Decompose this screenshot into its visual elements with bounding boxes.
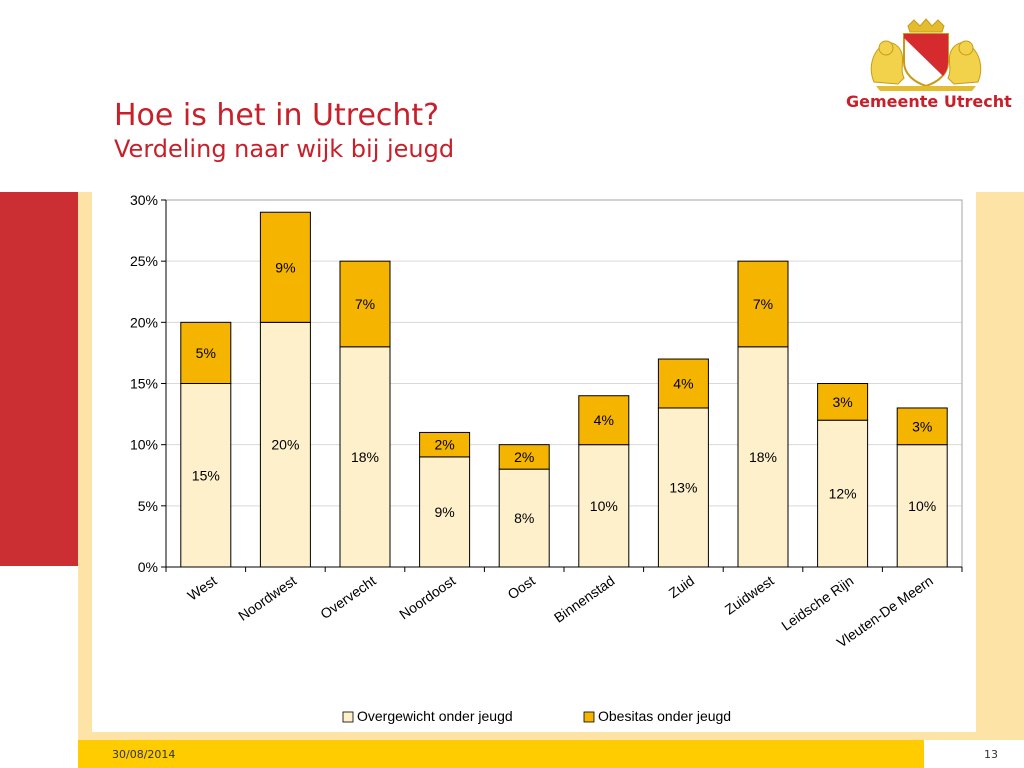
bar-overgewicht <box>339 346 391 568</box>
bar-overgewicht <box>737 346 789 568</box>
data-label-obesitas: 2% <box>434 437 454 453</box>
bar-obesitas <box>180 321 232 384</box>
y-tick-label: 10% <box>130 437 158 453</box>
y-tick-label: 20% <box>130 314 158 330</box>
x-axis-label: Zuid <box>666 572 697 601</box>
x-axis-label: Oost <box>505 572 538 602</box>
left-cream-band <box>78 192 92 740</box>
y-tick-label: 30% <box>130 192 158 208</box>
y-tick-label: 25% <box>130 253 158 269</box>
bar-obesitas <box>259 211 311 323</box>
bar-obesitas <box>817 383 869 421</box>
y-tick-label: 15% <box>130 376 158 392</box>
bar-overgewicht <box>180 383 232 568</box>
bar-obesitas <box>657 358 709 409</box>
data-label-obesitas: 4% <box>673 376 693 392</box>
bottom-cream-band <box>78 732 976 740</box>
bars: 15% 5% 20% 9% 18% 7% 9% 2% 8% 2% 10% 4% 13% 4% 18% 7% 12… <box>180 211 948 568</box>
y-tick-label: 5% <box>138 498 158 514</box>
data-label-obesitas: 9% <box>275 259 295 275</box>
data-label-obesitas: 7% <box>355 296 375 312</box>
gemeente-utrecht-logo: Gemeente Utrecht <box>846 18 1012 118</box>
footer-bar <box>78 740 924 768</box>
footer-date: 30/08/2014 <box>112 748 176 761</box>
data-label-obesitas: 2% <box>514 449 534 465</box>
data-label-overgewicht: 18% <box>749 449 777 465</box>
slide-title: Hoe is het in Utrecht? <box>114 98 440 133</box>
x-axis-label: Zuidwest <box>722 572 777 617</box>
data-label-overgewicht: 9% <box>434 504 454 520</box>
legend-label-overgewicht: Overgewicht onder jeugd <box>357 708 513 724</box>
data-label-overgewicht: 10% <box>590 498 618 514</box>
data-label-obesitas: 4% <box>594 412 614 428</box>
bar-overgewicht <box>896 444 948 568</box>
page-number: 13 <box>984 748 998 761</box>
x-axis-label: Leidsche Rijn <box>778 572 856 633</box>
x-axis-labels: West Noordwest Overvecht Noordoost Oost Binne… <box>165 567 963 651</box>
y-axis-ticks: 0% 5% 10% 15% 20% 25% 30% <box>130 192 166 575</box>
bar-obesitas <box>578 395 630 446</box>
bar-obesitas <box>896 407 948 446</box>
left-red-band <box>0 192 78 566</box>
legend: Overgewicht onder jeugd Obesitas onder j… <box>342 708 731 724</box>
coat-of-arms-icon <box>870 18 982 91</box>
data-label-overgewicht: 18% <box>351 449 379 465</box>
bar-obesitas <box>339 260 391 348</box>
data-label-obesitas: 7% <box>753 296 773 312</box>
right-cream-band <box>976 192 1024 740</box>
y-tick-label: 0% <box>138 559 158 575</box>
data-label-overgewicht: 20% <box>271 437 299 453</box>
bar-overgewicht <box>498 468 550 568</box>
x-axis-label: Noordoost <box>396 572 458 622</box>
x-axis-label: Binnenstad <box>551 572 618 625</box>
data-label-obesitas: 5% <box>196 345 216 361</box>
logo-text: Gemeente Utrecht <box>846 92 1012 111</box>
bar-obesitas <box>498 444 550 470</box>
data-label-overgewicht: 12% <box>829 486 857 502</box>
bar-overgewicht <box>578 444 630 568</box>
bar-obesitas <box>419 431 471 458</box>
chart-panel: 0% 5% 10% 15% 20% 25% 30% 15% 5% 20% 9% 18% 7% 9% 2% 8… <box>92 192 976 732</box>
data-label-obesitas: 3% <box>912 418 932 434</box>
legend-swatch-overgewicht <box>342 711 354 723</box>
data-label-overgewicht: 15% <box>192 467 220 483</box>
title-block: Hoe is het in Utrecht? Verdeling naar wi… <box>114 98 454 164</box>
bar-obesitas <box>737 260 789 348</box>
bar-overgewicht <box>259 321 311 568</box>
bar-overgewicht <box>419 456 471 568</box>
stacked-bar-chart: 0% 5% 10% 15% 20% 25% 30% 15% 5% 20% 9% 18% 7% 9% 2% 8… <box>130 192 963 724</box>
x-axis-label: Overvecht <box>317 572 379 622</box>
data-label-obesitas: 3% <box>832 394 852 410</box>
data-label-overgewicht: 8% <box>514 510 534 526</box>
legend-label-obesitas: Obesitas onder jeugd <box>598 708 731 724</box>
x-axis-label: Noordwest <box>235 572 299 624</box>
x-axis-label: West <box>184 572 219 603</box>
slide-subtitle: Verdeling naar wijk bij jeugd <box>114 135 455 163</box>
data-label-overgewicht: 13% <box>669 479 697 495</box>
legend-swatch-obesitas <box>583 711 595 723</box>
data-label-overgewicht: 10% <box>908 498 936 514</box>
